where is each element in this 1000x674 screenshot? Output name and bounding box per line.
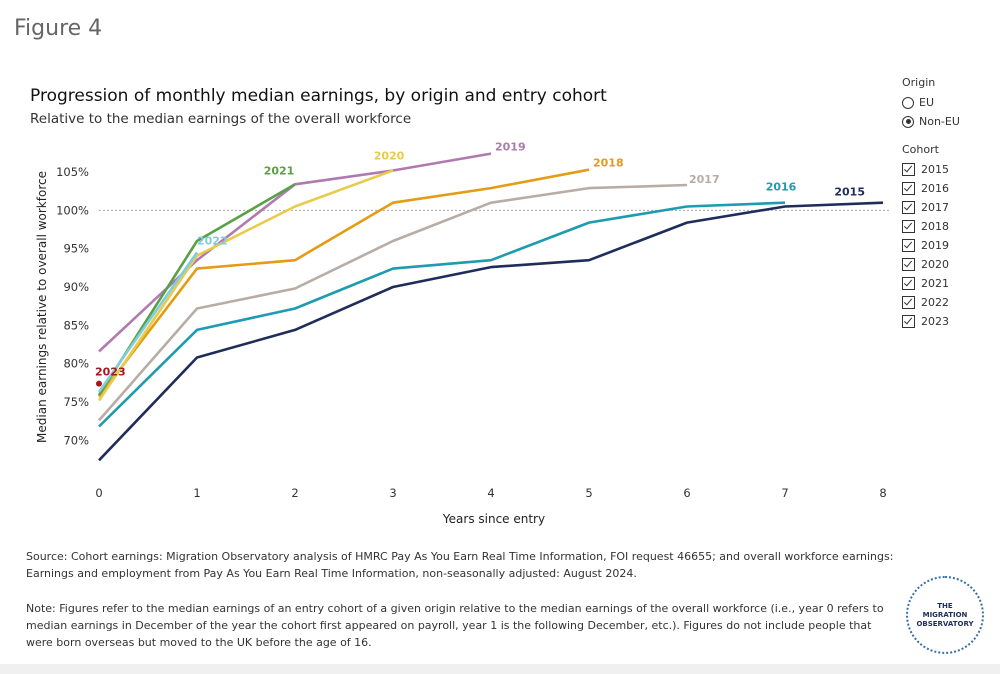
cohort-option[interactable]: 2019 (902, 236, 960, 255)
x-tick-label: 6 (683, 486, 690, 500)
source: Source: Cohort earnings: Migration Obser… (26, 550, 894, 580)
x-tick-label: 7 (781, 486, 788, 500)
footer-bar (0, 664, 1000, 674)
checkbox[interactable] (902, 163, 915, 176)
cohort-label: 2020 (921, 258, 949, 271)
x-tick-label: 0 (95, 486, 102, 500)
series-line (98, 183, 688, 422)
x-tick-label: 3 (389, 486, 396, 500)
radio[interactable] (902, 96, 914, 109)
logo-text: OBSERVATORY (916, 619, 974, 628)
cohort-title: Cohort (902, 143, 939, 156)
series-end-label: 2022 (197, 235, 228, 248)
series-line (97, 168, 590, 398)
figure-label: Figure 4 (14, 16, 103, 41)
y-tick-label: 75% (63, 395, 89, 409)
y-tick-label: 105% (56, 165, 89, 179)
x-tick-label: 1 (193, 486, 200, 500)
cohort-option[interactable]: 2017 (902, 198, 960, 217)
origin-label: EU (919, 96, 935, 109)
radio[interactable] (902, 115, 914, 128)
series-end-label: 2016 (766, 181, 797, 194)
checkbox[interactable] (902, 277, 915, 290)
logo-text: MIGRATION (922, 610, 968, 619)
series-line (98, 201, 884, 462)
checkbox[interactable] (902, 258, 915, 271)
y-tick-label: 90% (63, 280, 89, 294)
cohort-label: 2021 (921, 277, 949, 290)
series-end-label: 2020 (374, 149, 405, 162)
logo-text: THE (937, 601, 953, 610)
y-tick-label: 70% (63, 433, 89, 447)
origin-option[interactable]: Non-EU (902, 112, 960, 131)
x-tick-label: 4 (487, 486, 494, 500)
logo: THE MIGRATION OBSERVATORY (906, 576, 984, 654)
chart-subtitle: Relative to the median earnings of the o… (30, 111, 411, 127)
checkbox[interactable] (902, 201, 915, 214)
origin-options: EU Non-EU (902, 93, 960, 131)
cohort-option[interactable]: 2018 (902, 217, 960, 236)
series-end-label: 2019 (495, 141, 526, 154)
y-tick-label: 85% (63, 318, 89, 332)
chart: Progression of monthly median earnings, … (30, 86, 890, 526)
legend: Origin EU Non-EU Cohort 2015 2016 2017 2018 2… (902, 76, 960, 331)
series-end-label: 2018 (593, 157, 624, 170)
cohort-label: 2015 (921, 163, 949, 176)
series-point (96, 380, 102, 387)
x-tick-label: 8 (879, 486, 886, 500)
series-line (97, 169, 394, 402)
origin-option[interactable]: EU (902, 93, 960, 112)
origin-label: Non-EU (919, 115, 960, 128)
cohort-option[interactable]: 2020 (902, 255, 960, 274)
cohort-label: 2023 (921, 315, 949, 328)
cohort-option[interactable]: 2021 (902, 274, 960, 293)
series-line (97, 183, 296, 396)
series-line (98, 201, 786, 428)
cohort-label: 2022 (921, 296, 949, 309)
checkbox[interactable] (902, 315, 915, 328)
origin-title: Origin (902, 76, 936, 89)
x-tick-label: 2 (291, 486, 298, 500)
cohort-label: 2018 (921, 220, 949, 233)
cohort-option[interactable]: 2022 (902, 293, 960, 312)
x-axis-label: Years since entry (442, 512, 545, 526)
cohort-option[interactable]: 2016 (902, 179, 960, 198)
cohort-label: 2019 (921, 239, 949, 252)
cohort-option[interactable]: 2015 (902, 160, 960, 179)
cohort-option[interactable]: 2023 (902, 312, 960, 331)
checkbox[interactable] (902, 220, 915, 233)
checkbox[interactable] (902, 239, 915, 252)
series-end-label: 2021 (264, 164, 295, 177)
cohort-label: 2016 (921, 182, 949, 195)
chart-title: Progression of monthly median earnings, … (30, 86, 607, 106)
checkbox[interactable] (902, 182, 915, 195)
checkbox[interactable] (902, 296, 915, 309)
series-end-label: 2015 (834, 186, 865, 199)
y-tick-label: 100% (56, 203, 89, 217)
x-tick-label: 5 (585, 486, 592, 500)
y-axis-label: Median earnings relative to overall work… (35, 171, 49, 443)
series-line (97, 251, 199, 393)
y-tick-label: 80% (63, 357, 89, 371)
series-end-label: 2017 (689, 173, 720, 186)
cohort-options: 2015 2016 2017 2018 2019 2020 2021 2022 2023 (902, 160, 960, 331)
y-tick-label: 95% (63, 242, 89, 256)
series-end-label: 2023 (95, 366, 126, 379)
note: Note: Figures refer to the median earnin… (26, 602, 884, 649)
cohort-label: 2017 (921, 201, 949, 214)
